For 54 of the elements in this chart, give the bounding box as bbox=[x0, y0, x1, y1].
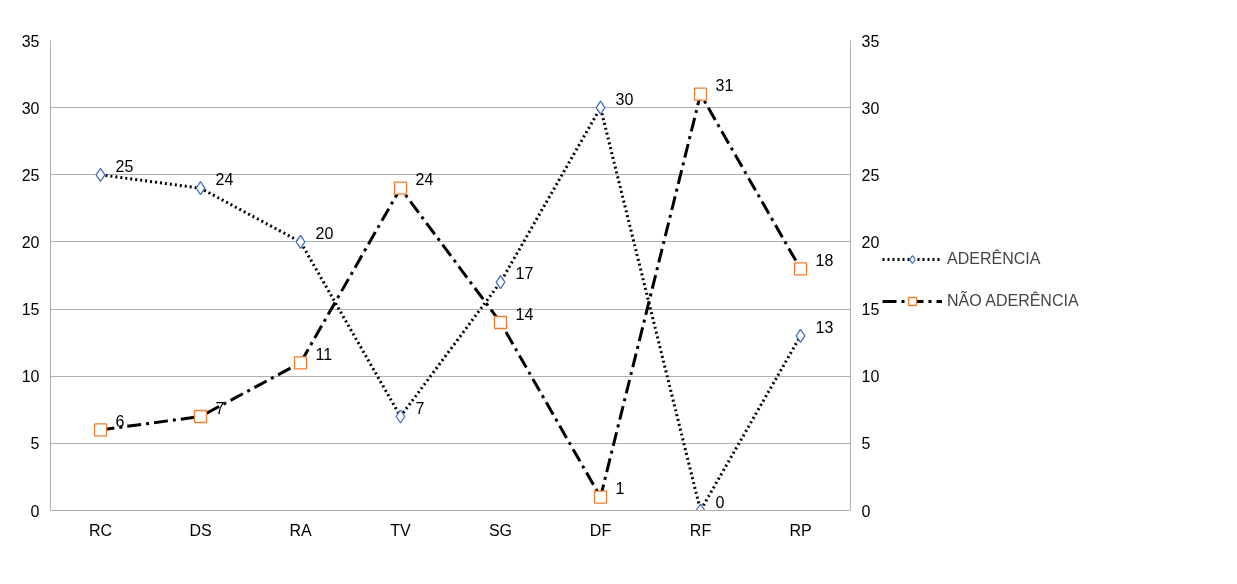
data-label: 30 bbox=[615, 90, 634, 108]
point bbox=[95, 167, 106, 182]
point bbox=[693, 87, 708, 101]
y-tick-label: 0 bbox=[30, 502, 40, 520]
legend-label: ADERÊNCIA bbox=[947, 250, 1041, 268]
y-tick-label: 10 bbox=[21, 368, 40, 386]
data-label: 18 bbox=[815, 251, 834, 269]
point bbox=[493, 315, 508, 330]
y2-tick-label: 0 bbox=[861, 502, 871, 520]
y2-tick-label: 30 bbox=[861, 99, 880, 117]
x-tick-label: TV bbox=[390, 521, 412, 539]
x-tick-label: RA bbox=[289, 521, 312, 539]
data-label: 24 bbox=[415, 171, 434, 189]
y-tick-label: 5 bbox=[30, 435, 40, 453]
data-label: 17 bbox=[515, 265, 534, 283]
data-label: 14 bbox=[515, 305, 534, 323]
data-label: 11 bbox=[315, 345, 333, 363]
x-tick-label: DS bbox=[189, 521, 212, 539]
x-tick-label: SG bbox=[488, 521, 513, 539]
data-label: 7 bbox=[415, 399, 425, 417]
data-label: 0 bbox=[715, 493, 725, 511]
data-label: 31 bbox=[715, 77, 734, 95]
x-tick-label: DF bbox=[589, 521, 612, 539]
point bbox=[593, 490, 608, 504]
point bbox=[595, 100, 606, 115]
y-tick-label: 35 bbox=[21, 32, 40, 50]
point bbox=[395, 409, 406, 424]
y-tick-label: 20 bbox=[21, 233, 40, 251]
point bbox=[495, 275, 506, 290]
x-tick-label: RP bbox=[789, 521, 812, 539]
point bbox=[93, 423, 108, 437]
point bbox=[393, 181, 408, 195]
data-label: 25 bbox=[115, 157, 134, 175]
y2-tick-label: 10 bbox=[861, 368, 880, 386]
y-tick-label: 15 bbox=[21, 301, 40, 319]
x-tick-label: RC bbox=[88, 521, 113, 539]
point bbox=[293, 356, 308, 370]
data-label: 20 bbox=[315, 224, 334, 242]
y-tick-label: 25 bbox=[21, 166, 40, 184]
point bbox=[793, 262, 808, 276]
legend-label: NÃO ADERÊNCIA bbox=[947, 292, 1079, 310]
y2-tick-label: 25 bbox=[861, 166, 880, 184]
x-tick-label: RF bbox=[689, 521, 712, 539]
data-label: 7 bbox=[215, 399, 225, 417]
y-tick-label: 30 bbox=[21, 99, 40, 117]
data-label: 1 bbox=[615, 480, 625, 498]
data-label: 13 bbox=[815, 318, 834, 336]
data-label: 24 bbox=[215, 171, 234, 189]
y2-tick-label: 20 bbox=[861, 233, 880, 251]
y2-tick-label: 5 bbox=[861, 435, 871, 453]
y2-tick-label: 35 bbox=[861, 32, 880, 50]
point bbox=[195, 181, 206, 196]
y2-tick-label: 15 bbox=[861, 301, 880, 319]
point bbox=[193, 409, 208, 424]
